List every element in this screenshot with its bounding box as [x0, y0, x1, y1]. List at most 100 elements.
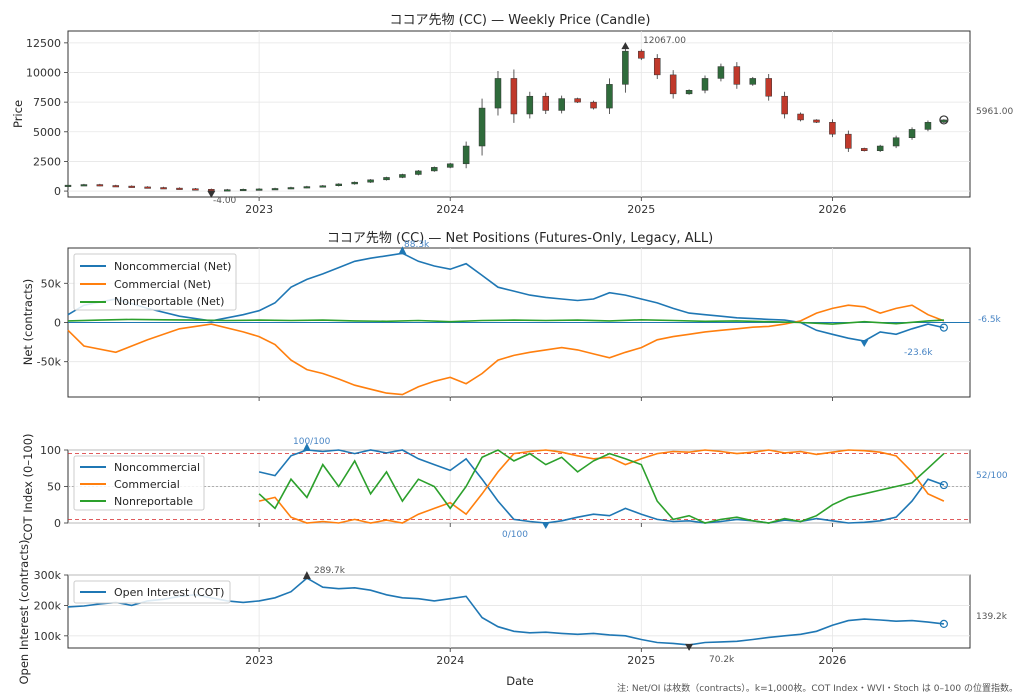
- candle-body: [940, 119, 948, 123]
- min-marker: [541, 522, 550, 529]
- candle-body: [526, 95, 534, 115]
- candle-body: [335, 183, 342, 186]
- y-tick-label: 10000: [26, 67, 61, 80]
- net-last-label: -6.5k: [978, 315, 1002, 325]
- y-tick-label: 50: [47, 481, 61, 494]
- candle-body: [590, 101, 597, 109]
- candle-body: [96, 184, 104, 187]
- max-marker: [621, 42, 630, 50]
- candle-body: [80, 184, 88, 187]
- candle-body: [431, 167, 438, 172]
- net-legend: Noncommercial (Net) Commercial (Net) Non…: [73, 253, 237, 311]
- x-tick-label: 2023: [245, 203, 273, 216]
- candle-body: [176, 187, 183, 190]
- max-marker: [302, 571, 311, 580]
- last-marker: [939, 115, 949, 125]
- price-candles: [64, 42, 949, 198]
- cot-last-label: 52/100: [976, 471, 1008, 481]
- candle-body: [144, 186, 151, 189]
- cot-y-ticks: 0 50 100: [40, 444, 68, 530]
- price-y-label: Price: [11, 100, 25, 128]
- candle-body: [112, 185, 120, 188]
- series-line-nonreportable: [67, 318, 944, 325]
- candle-body: [813, 119, 820, 123]
- candle-body: [478, 107, 486, 147]
- candle-body: [367, 179, 374, 183]
- min-marker: [860, 340, 869, 348]
- candle-body: [861, 148, 868, 152]
- y-tick-label: 200k: [34, 599, 62, 612]
- footnote: 注: Net/OI は枚数（contracts）。k=1,000枚。COT In…: [617, 682, 1018, 694]
- candle-body: [303, 186, 311, 189]
- oi-y-ticks: 100k 200k 300k: [34, 569, 68, 643]
- cot-legend-noncommercial: Noncommercial: [114, 461, 200, 474]
- max-marker: [398, 246, 407, 255]
- x-tick-label: 2025: [627, 654, 655, 667]
- price-chart-title: ココア先物 (CC) — Weekly Price (Candle): [390, 13, 651, 28]
- candle-body: [415, 170, 422, 175]
- cot-series: [258, 443, 948, 529]
- candle-body: [224, 189, 231, 192]
- candle-body: [924, 122, 932, 130]
- y-tick-label: 100k: [34, 630, 62, 643]
- candle-body: [829, 122, 836, 135]
- series-line-nonreportable: [258, 449, 945, 524]
- price-last-label: 5961.00: [976, 107, 1013, 117]
- candle-body: [319, 185, 327, 188]
- oi-min-label: 70.2k: [709, 655, 735, 665]
- candle-body: [494, 78, 502, 109]
- candle-body: [765, 78, 772, 97]
- y-tick-label: 12500: [26, 37, 61, 50]
- min-marker: [207, 190, 216, 198]
- candle-body: [749, 78, 757, 85]
- candle-body: [622, 50, 629, 85]
- candle-body: [255, 188, 263, 191]
- candle-body: [574, 98, 581, 103]
- x-tick-label: 2023: [245, 654, 273, 667]
- oi-x-ticks: 2023 2024 2025 2026: [245, 648, 846, 667]
- candle-body: [160, 187, 167, 190]
- last-point-marker: [939, 619, 948, 629]
- cot-legend: Noncommercial Commercial Nonreportable: [73, 455, 205, 511]
- candle-body: [701, 78, 709, 91]
- cot-min-label: 0/100: [502, 530, 528, 540]
- net-legend-commercial: Commercial (Net): [114, 278, 211, 291]
- last-point-marker: [939, 480, 948, 490]
- cot-legend-commercial: Commercial: [114, 478, 180, 491]
- y-tick-label: -50k: [37, 356, 62, 369]
- candle-body: [653, 58, 661, 76]
- candle-body: [510, 78, 518, 115]
- price-gridlines: [68, 31, 970, 197]
- price-max-label: 12067.00: [643, 36, 686, 46]
- candle-body: [717, 66, 725, 79]
- oi-y-label: Open Interest (contracts): [17, 539, 31, 684]
- candle-body: [669, 74, 677, 95]
- candle-body: [208, 189, 215, 192]
- oi-max-label: 289.7k: [314, 566, 346, 576]
- y-tick-label: 50k: [41, 277, 62, 290]
- y-tick-label: 300k: [34, 569, 62, 582]
- candle-body: [558, 98, 565, 111]
- candle-body: [876, 145, 884, 152]
- series-line-noncommercial: [258, 449, 945, 524]
- x-axis-label: Date: [506, 674, 534, 688]
- net-series: [67, 246, 948, 396]
- cot-max-label: 100/100: [293, 437, 331, 447]
- oi-panel: 100k 200k 300k 2023 2024 2025 2026 Open Inter…: [17, 539, 1008, 688]
- cot-y-label: COT Index (0–100): [21, 433, 35, 540]
- price-min-label: -4.00: [213, 196, 237, 206]
- x-tick-label: 2026: [818, 654, 846, 667]
- net-y-label: Net (contracts): [21, 279, 35, 366]
- net-y-ticks: -50k 0 50k: [37, 277, 68, 369]
- candle-body: [239, 189, 247, 192]
- cot-index-panel: 0 50 100 COT Index (0–100) 100/100 0/100 5…: [21, 433, 1008, 540]
- x-tick-label: 2025: [627, 203, 655, 216]
- candle-body: [908, 129, 916, 138]
- y-tick-label: 7500: [33, 96, 61, 109]
- net-legend-box: [73, 253, 237, 311]
- oi-last-label: 139.2k: [976, 612, 1008, 622]
- candle-body: [446, 163, 454, 168]
- y-tick-label: 5000: [33, 126, 61, 139]
- oi-legend: Open Interest (COT): [73, 580, 231, 604]
